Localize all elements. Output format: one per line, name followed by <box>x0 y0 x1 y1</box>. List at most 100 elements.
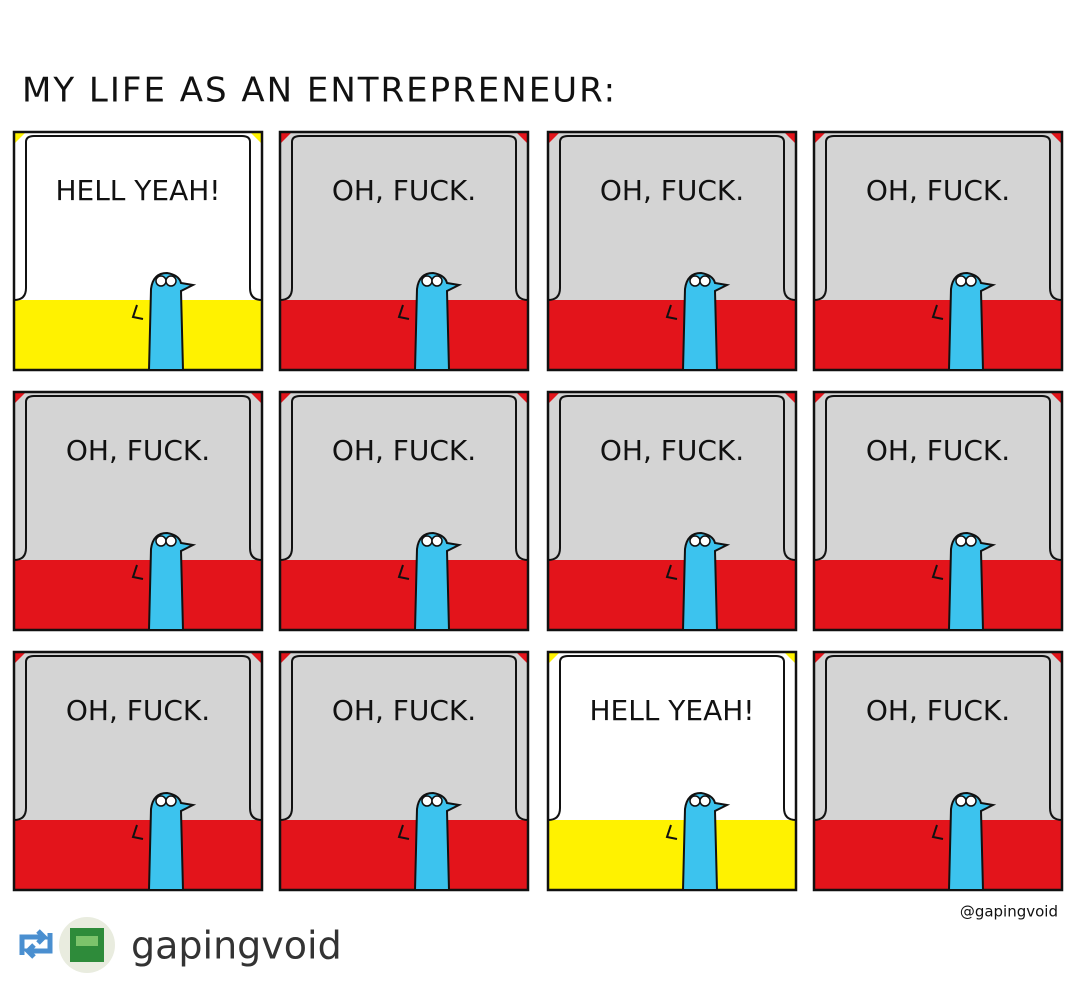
hand <box>931 824 944 840</box>
floor <box>14 560 262 630</box>
wall-edge <box>279 135 529 301</box>
wall-edge <box>547 135 797 301</box>
repost-icon[interactable] <box>19 929 53 959</box>
wall-edge <box>279 655 529 821</box>
wall-edge <box>813 135 1063 301</box>
wall-edge <box>13 395 263 561</box>
panel: HELL YEAH! <box>12 130 264 372</box>
caption: OH, FUCK. <box>66 434 210 467</box>
eye <box>421 275 433 287</box>
eye <box>155 275 167 287</box>
signature: @gapingvoid <box>960 903 1058 921</box>
corner <box>250 132 262 144</box>
frame <box>546 650 798 892</box>
floor <box>548 820 796 890</box>
eye <box>421 535 433 547</box>
caption: OH, FUCK. <box>332 694 476 727</box>
panel: OH, FUCK. <box>812 650 1064 892</box>
floor <box>814 560 1062 630</box>
eye <box>431 275 443 287</box>
corner <box>280 652 292 664</box>
corner <box>280 392 292 404</box>
panel: OH, FUCK. <box>278 130 530 372</box>
panel: OH, FUCK. <box>12 650 264 892</box>
hand <box>397 824 410 840</box>
avatar[interactable] <box>59 917 115 973</box>
panel: OH, FUCK. <box>546 390 798 632</box>
corner <box>250 392 262 404</box>
caption: OH, FUCK. <box>332 434 476 467</box>
floor <box>14 820 262 890</box>
wall-edge <box>813 395 1063 561</box>
frame <box>812 650 1064 892</box>
wall-edge <box>13 135 263 301</box>
hand <box>397 304 410 320</box>
corner <box>548 392 560 404</box>
caption: OH, FUCK. <box>866 694 1010 727</box>
caption: HELL YEAH! <box>589 694 754 727</box>
figure <box>413 791 463 891</box>
corner <box>1050 132 1062 144</box>
eye <box>965 275 977 287</box>
panel: OH, FUCK. <box>278 650 530 892</box>
corner <box>1050 652 1062 664</box>
hand <box>131 824 144 840</box>
corner <box>516 132 528 144</box>
panel: OH, FUCK. <box>812 390 1064 632</box>
frame <box>546 130 798 372</box>
corner <box>814 652 826 664</box>
eye <box>689 275 701 287</box>
floor <box>14 300 262 370</box>
figure <box>147 531 197 631</box>
corner <box>14 392 26 404</box>
wall-edge <box>279 395 529 561</box>
floor <box>548 560 796 630</box>
floor <box>280 300 528 370</box>
panel: OH, FUCK. <box>12 390 264 632</box>
eye <box>965 535 977 547</box>
corner <box>516 652 528 664</box>
figure <box>947 271 997 371</box>
panel: OH, FUCK. <box>812 130 1064 372</box>
frame <box>278 650 530 892</box>
hand <box>931 564 944 580</box>
eye <box>431 795 443 807</box>
wall-edge <box>547 655 797 821</box>
username[interactable]: gapingvoid <box>131 924 342 968</box>
corner <box>250 652 262 664</box>
frame <box>812 390 1064 632</box>
figure <box>947 791 997 891</box>
frame <box>12 650 264 892</box>
eye <box>421 795 433 807</box>
floor <box>280 560 528 630</box>
hand <box>131 304 144 320</box>
corner <box>1050 392 1062 404</box>
eye <box>699 535 711 547</box>
figure <box>147 791 197 891</box>
floor <box>814 820 1062 890</box>
hand <box>665 564 678 580</box>
panel: HELL YEAH! <box>546 650 798 892</box>
caption: OH, FUCK. <box>866 174 1010 207</box>
eye <box>155 535 167 547</box>
eye <box>955 535 967 547</box>
eye <box>165 795 177 807</box>
eye <box>699 275 711 287</box>
eye <box>689 795 701 807</box>
figure <box>681 271 731 371</box>
figure <box>681 791 731 891</box>
eye <box>965 795 977 807</box>
hand <box>131 564 144 580</box>
corner <box>784 392 796 404</box>
eye <box>165 535 177 547</box>
corner <box>280 132 292 144</box>
figure <box>413 271 463 371</box>
hand <box>665 824 678 840</box>
wall-edge <box>547 395 797 561</box>
corner <box>814 392 826 404</box>
frame <box>812 130 1064 372</box>
frame <box>546 390 798 632</box>
eye <box>955 795 967 807</box>
